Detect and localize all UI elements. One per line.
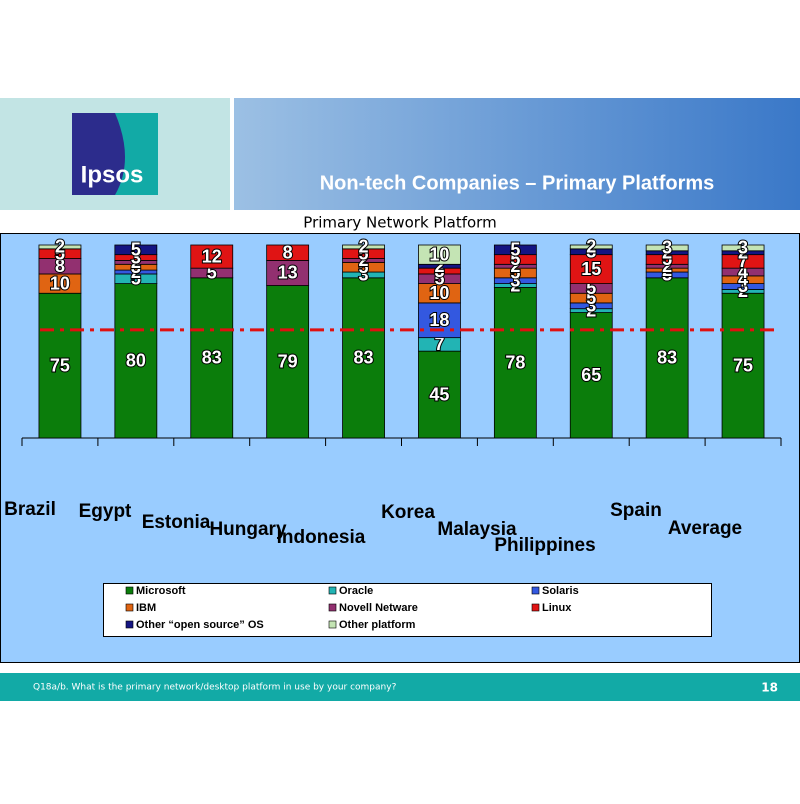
value-label: 8: [283, 242, 293, 262]
value-label: 7: [738, 251, 748, 271]
bar-segment: [645, 277, 689, 439]
value-label: 83: [354, 348, 374, 368]
bar-segment: [38, 292, 82, 439]
value-label: 12: [202, 246, 222, 266]
legend-label: Linux: [542, 602, 572, 614]
bar-segment: [266, 285, 310, 439]
x-tick-label: Average: [668, 518, 742, 539]
value-label: 10: [429, 283, 449, 303]
page-number: 18: [761, 681, 778, 695]
bar-segment: [721, 244, 765, 252]
chart-title: Primary Network Platform: [303, 214, 496, 232]
legend-label: Other “open source” OS: [136, 619, 264, 631]
x-tick-label: Brazil: [4, 499, 56, 520]
x-tick-label: Estonia: [142, 512, 211, 533]
value-label: 78: [505, 352, 525, 372]
value-label: 80: [126, 351, 146, 371]
bar-segment: [569, 254, 613, 284]
value-label: 3: [662, 238, 672, 258]
legend-swatch: [531, 603, 540, 612]
value-label: 45: [429, 384, 449, 404]
value-label: 7: [434, 334, 444, 354]
legend-swatch: [125, 603, 134, 612]
bar-segment: [342, 244, 385, 250]
plot: 7510852Brazil80523235Egypt83512Estonia79…: [4, 236, 782, 631]
header-right: [234, 98, 800, 210]
slide-title: Non-tech Companies – Primary Platforms: [320, 172, 715, 194]
bar-segment: [418, 350, 461, 439]
legend-box: [103, 583, 712, 637]
value-label: 10: [429, 244, 449, 264]
legend-label: Oracle: [339, 585, 373, 597]
logo-text: Ipsos: [81, 161, 144, 188]
footer-note: Q18a/b. What is the primary network/desk…: [33, 683, 397, 693]
value-label: 5: [131, 240, 141, 260]
value-label: 65: [581, 365, 601, 385]
value-label: 5: [510, 240, 520, 260]
value-label: 2: [586, 237, 596, 257]
bar-segment: [418, 302, 461, 339]
x-tick-label: Hungary: [209, 519, 287, 540]
value-label: 15: [581, 259, 601, 279]
value-label: 8: [55, 256, 65, 276]
value-label: 3: [738, 238, 748, 258]
value-label: 75: [50, 355, 70, 375]
bar-segment: [190, 244, 234, 269]
bar-segment: [38, 244, 82, 250]
bar-segment: [114, 283, 158, 439]
legend-swatch: [125, 620, 134, 629]
bar-segment: [569, 312, 613, 439]
bar-segment: [266, 260, 310, 286]
value-label: 2: [359, 237, 369, 257]
value-label: 10: [50, 273, 70, 293]
x-tick-label: Egypt: [79, 501, 132, 522]
value-label: 79: [278, 352, 298, 372]
value-label: 83: [657, 348, 677, 368]
value-label: 18: [429, 310, 449, 330]
x-tick-label: Indonesia: [277, 527, 366, 548]
x-tick-label: Korea: [381, 502, 435, 523]
legend-label: Novell Netware: [339, 602, 418, 614]
x-tick-label: Malaysia: [437, 519, 517, 540]
legend-swatch: [328, 603, 337, 612]
legend-label: IBM: [136, 602, 156, 614]
legend-swatch: [531, 586, 540, 595]
bar-segment: [418, 244, 461, 265]
x-tick-label: Philippines: [494, 535, 595, 556]
x-tick-label: Spain: [610, 500, 662, 521]
bar-segment: [721, 292, 765, 439]
footer-bar: [0, 673, 800, 701]
logo-shape: [115, 113, 158, 195]
legend-label: Other platform: [339, 619, 416, 631]
legend-swatch: [125, 586, 134, 595]
bar-segment: [493, 287, 537, 439]
bar-segment: [342, 277, 385, 439]
bar-segment: [569, 244, 613, 250]
bar-segment: [493, 244, 537, 256]
value-label: 13: [278, 263, 298, 283]
legend-swatch: [328, 586, 337, 595]
bar-segment: [645, 244, 689, 252]
legend-label: Microsoft: [136, 585, 186, 597]
value-label: 83: [202, 348, 222, 368]
legend-label: Solaris: [542, 585, 579, 597]
value-label: 75: [733, 355, 753, 375]
bar-segment: [190, 277, 234, 439]
bar-segment: [266, 244, 310, 261]
legend-swatch: [328, 620, 337, 629]
value-label: 2: [55, 237, 65, 257]
bar-segment: [114, 244, 158, 256]
